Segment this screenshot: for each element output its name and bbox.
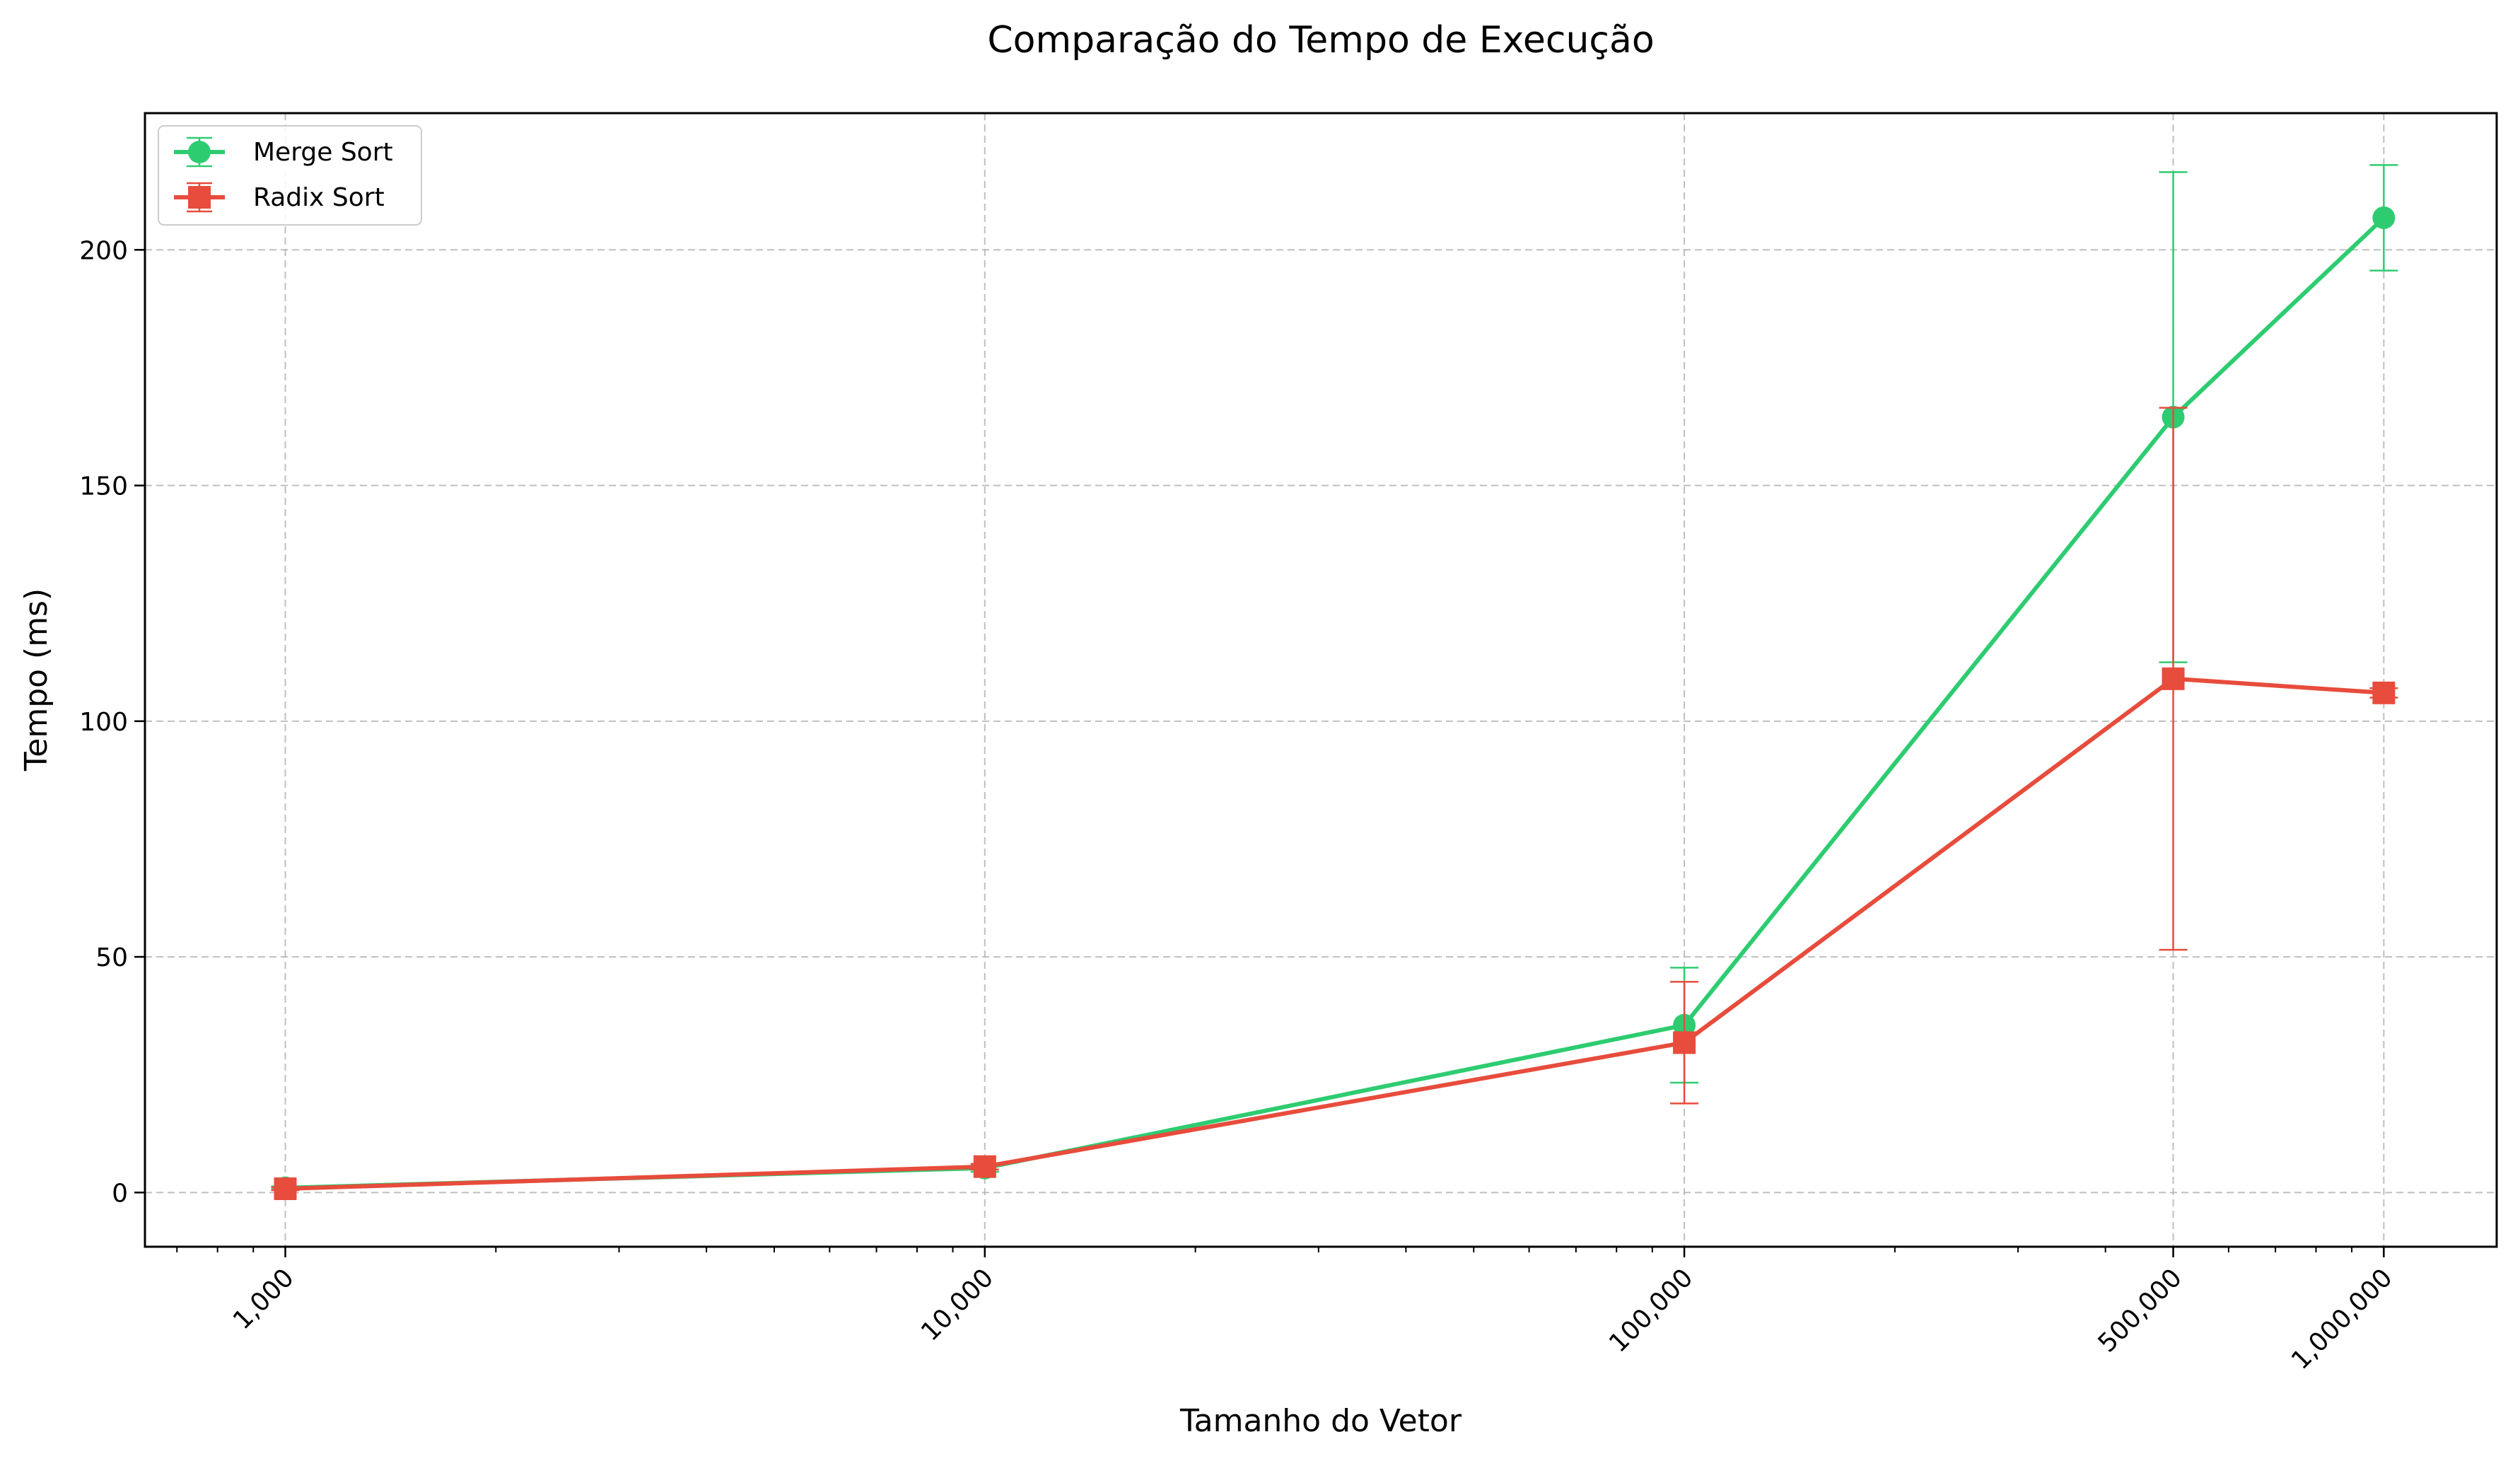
y-tick-label: 100 [79,708,128,737]
legend-item: Radix Sort [174,182,385,213]
series-layer [271,164,2398,1201]
legend-marker [188,141,211,163]
y-tick-label: 50 [95,943,128,972]
legend-label: Merge Sort [253,138,393,167]
chart-title: Comparação do Tempo de Execução [987,19,1654,62]
series-radix-sort [271,407,2398,1201]
y-tick-label: 0 [112,1179,128,1208]
data-point [1673,1031,1696,1054]
data-point [2372,206,2396,229]
legend: Merge Sort Radix Sort [158,125,422,226]
data-point [2162,667,2185,690]
plot-frame [144,112,2498,1248]
legend-marker [188,186,211,209]
y-axis-ticks: 0 50 100 150 200 [79,236,145,1208]
legend-item: Merge Sort [174,136,393,168]
y-tick-label: 200 [79,236,128,265]
y-tick-label: 150 [79,472,128,501]
data-point [2372,681,2396,704]
data-point [973,1155,996,1178]
x-axis-label: Tamanho do Vetor [1179,1403,1462,1439]
legend-items: Merge Sort Radix Sort [174,136,393,213]
data-point [274,1177,297,1201]
legend-label: Radix Sort [253,183,385,212]
y-axis-label: Tempo (ms) [18,588,54,772]
